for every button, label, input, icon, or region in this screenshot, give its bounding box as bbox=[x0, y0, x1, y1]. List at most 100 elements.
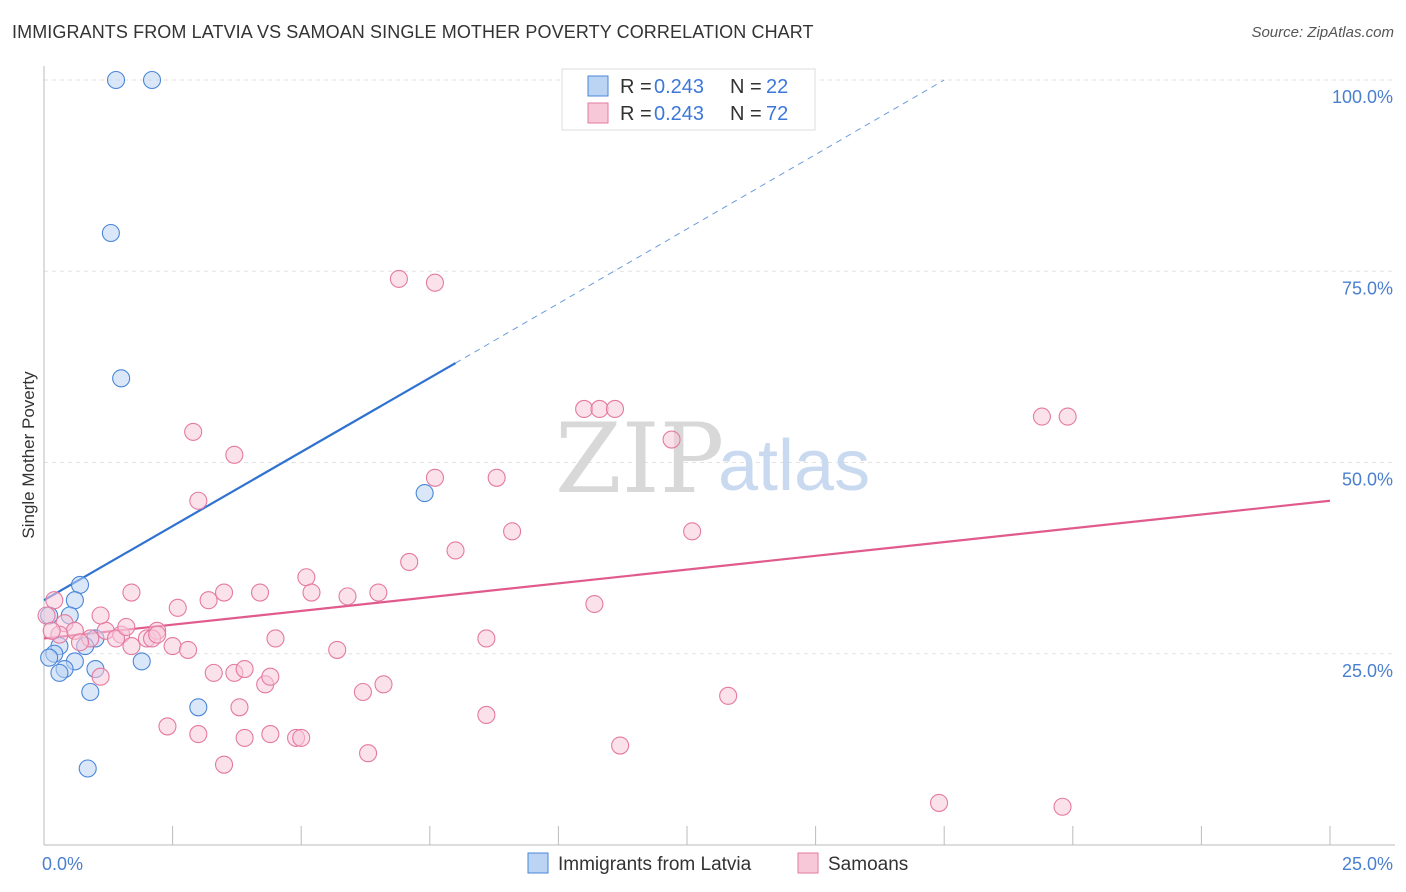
data-point-s1-30 bbox=[477, 629, 496, 648]
bottom-legend-swatch-samoans bbox=[797, 852, 819, 874]
watermark-zip: ZIP bbox=[555, 403, 724, 515]
data-point-s0-12 bbox=[40, 648, 59, 667]
data-point-s1-64 bbox=[45, 591, 64, 610]
data-point-s1-69 bbox=[148, 625, 167, 644]
data-point-s1-56 bbox=[374, 675, 393, 694]
data-point-s1-41 bbox=[585, 594, 604, 614]
data-point-s1-31 bbox=[477, 705, 496, 725]
data-point-s1-11 bbox=[178, 640, 198, 659]
data-point-s1-35 bbox=[425, 273, 444, 292]
legend-r-value-samoans: 0.243 bbox=[654, 103, 704, 125]
data-point-s1-60 bbox=[930, 793, 949, 812]
data-point-s1-68 bbox=[117, 617, 136, 637]
legend-swatch-latvia bbox=[587, 75, 609, 97]
data-point-s1-57 bbox=[359, 744, 378, 763]
chart-source: Source: ZipAtlas.com bbox=[1251, 24, 1394, 41]
data-point-s1-65 bbox=[70, 633, 90, 652]
legend-r-value-latvia: 0.243 bbox=[654, 76, 704, 98]
legend-n-value-latvia: 22 bbox=[766, 76, 788, 98]
data-point-s1-50 bbox=[214, 755, 234, 774]
data-point-s1-25 bbox=[338, 587, 357, 606]
watermark: ZIP atlas bbox=[555, 403, 870, 515]
watermark-atlas: atlas bbox=[718, 426, 870, 506]
data-point-s1-61 bbox=[1053, 797, 1072, 816]
data-point-s0-3 bbox=[112, 369, 131, 388]
data-point-s0-5 bbox=[70, 575, 90, 594]
gridlines bbox=[44, 79, 1395, 655]
data-point-s0-20 bbox=[78, 759, 97, 778]
data-point-s1-39 bbox=[662, 430, 681, 449]
data-point-s1-14 bbox=[184, 422, 203, 441]
data-point-s0-19 bbox=[189, 698, 208, 717]
data-point-s1-26 bbox=[369, 583, 388, 602]
data-point-s0-2 bbox=[101, 223, 120, 243]
data-point-s1-21 bbox=[266, 629, 285, 648]
x-tick-label-0: 0.0% bbox=[42, 854, 83, 874]
data-point-s1-66 bbox=[106, 629, 126, 648]
data-point-s1-48 bbox=[158, 717, 177, 736]
data-point-s1-13 bbox=[189, 491, 208, 510]
data-point-s1-40 bbox=[683, 522, 702, 541]
data-point-s1-27 bbox=[400, 552, 419, 572]
data-point-s1-24 bbox=[328, 640, 347, 659]
data-point-s0-0 bbox=[106, 70, 126, 90]
bottom-legend-swatch-latvia bbox=[527, 852, 549, 874]
trend-line-1 bbox=[43, 499, 1331, 640]
data-point-s0-18 bbox=[81, 682, 100, 702]
data-point-s1-49 bbox=[189, 725, 208, 744]
data-point-s1-19 bbox=[91, 606, 110, 625]
tick-labels: 25.0% 50.0% 75.0% 100.0% 0.0% 25.0% bbox=[42, 87, 1393, 874]
data-point-s1-16 bbox=[214, 583, 234, 602]
data-point-s1-55 bbox=[353, 682, 372, 702]
data-points bbox=[37, 70, 1077, 816]
data-point-s1-12 bbox=[199, 591, 218, 610]
legend-r-label-samoans: R = bbox=[620, 103, 652, 125]
data-point-s1-59 bbox=[719, 686, 738, 705]
data-point-s0-1 bbox=[142, 70, 162, 90]
data-point-s1-54 bbox=[292, 728, 311, 747]
data-point-s1-63 bbox=[1058, 407, 1077, 426]
y-tick-label-3: 100.0% bbox=[1332, 87, 1393, 107]
data-point-s1-38 bbox=[605, 399, 625, 419]
data-point-s1-34 bbox=[389, 269, 408, 288]
bottom-legend-label-latvia: Immigrants from Latvia bbox=[558, 854, 752, 875]
data-point-s1-42 bbox=[204, 663, 223, 682]
y-tick-label-1: 50.0% bbox=[1342, 470, 1393, 490]
data-point-s1-33 bbox=[503, 522, 522, 541]
data-point-s1-70 bbox=[42, 621, 61, 640]
bottom-legend-label-samoans: Samoans bbox=[828, 854, 908, 875]
x-tick-label-1: 25.0% bbox=[1342, 854, 1393, 874]
axes bbox=[43, 66, 1395, 846]
data-point-s1-7 bbox=[122, 637, 141, 656]
data-point-s1-36 bbox=[575, 399, 594, 419]
data-point-s1-20 bbox=[250, 583, 270, 602]
data-point-s1-62 bbox=[1032, 407, 1051, 426]
data-point-s1-58 bbox=[611, 736, 630, 755]
trend-line-0 bbox=[43, 362, 457, 602]
trend-lines bbox=[43, 79, 1331, 640]
data-point-s1-22 bbox=[297, 568, 316, 587]
data-point-s0-16 bbox=[50, 663, 69, 682]
chart-title: IMMIGRANTS FROM LATVIA VS SAMOAN SINGLE … bbox=[12, 22, 814, 42]
y-tick-label-0: 25.0% bbox=[1342, 661, 1393, 681]
data-point-s0-4 bbox=[415, 484, 434, 503]
legend-n-label-latvia: N = bbox=[730, 76, 762, 98]
legend-swatch-samoans bbox=[587, 102, 609, 124]
data-point-s1-28 bbox=[425, 468, 444, 487]
data-point-s0-17 bbox=[132, 652, 151, 671]
y-axis-title: Single Mother Poverty bbox=[19, 371, 38, 539]
data-point-s1-10 bbox=[163, 637, 182, 656]
legend-n-value-samoans: 72 bbox=[766, 103, 788, 125]
bottom-legend: Immigrants from Latvia Samoans bbox=[527, 852, 908, 875]
data-point-s1-17 bbox=[168, 598, 187, 617]
legend-r-label-latvia: R = bbox=[620, 76, 652, 98]
data-point-s1-29 bbox=[446, 541, 465, 560]
data-point-s1-15 bbox=[225, 445, 244, 464]
data-point-s1-37 bbox=[590, 399, 609, 419]
legend: R = 0.243 N = 22 R = 0.243 N = 72 bbox=[561, 68, 816, 131]
data-point-s1-0 bbox=[37, 606, 56, 625]
data-point-s1-52 bbox=[261, 725, 280, 744]
data-point-s1-47 bbox=[235, 659, 254, 679]
data-point-s1-71 bbox=[91, 667, 110, 686]
data-point-s0-6 bbox=[65, 591, 84, 610]
